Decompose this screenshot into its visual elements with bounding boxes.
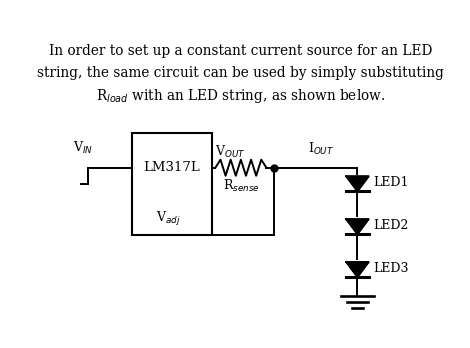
Text: I$_{OUT}$: I$_{OUT}$: [308, 141, 335, 157]
Text: R$_{load}$ with an LED string, as shown below.: R$_{load}$ with an LED string, as shown …: [96, 87, 385, 105]
Text: string, the same circuit can be used by simply substituting: string, the same circuit can be used by …: [38, 66, 444, 80]
Text: V$_{OUT}$: V$_{OUT}$: [215, 144, 246, 160]
Text: R$_{sense}$: R$_{sense}$: [223, 178, 259, 194]
Polygon shape: [346, 176, 368, 191]
Polygon shape: [346, 262, 368, 277]
Text: LM317L: LM317L: [143, 161, 200, 174]
Text: LED1: LED1: [373, 176, 409, 189]
Text: LED2: LED2: [373, 219, 409, 232]
Text: LED3: LED3: [373, 262, 409, 275]
Text: V$_{adj}$: V$_{adj}$: [156, 209, 180, 228]
Polygon shape: [346, 219, 368, 234]
Bar: [132, 133, 212, 235]
Text: In order to set up a constant current source for an LED: In order to set up a constant current so…: [49, 45, 432, 58]
Text: V$_{IN}$: V$_{IN}$: [73, 140, 94, 156]
